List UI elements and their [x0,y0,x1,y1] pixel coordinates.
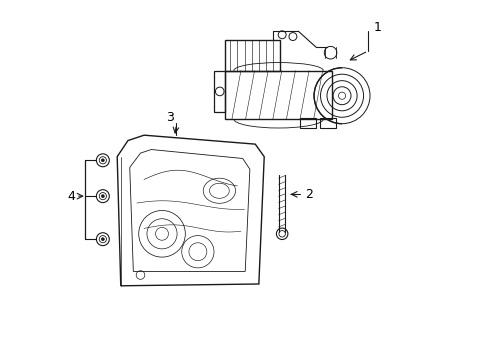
Bar [319,118,335,128]
Bar [214,71,225,112]
Bar [224,71,332,119]
Text: 4: 4 [67,190,75,203]
Circle shape [101,238,104,240]
Text: 1: 1 [373,21,381,34]
Text: 2: 2 [305,188,313,201]
Text: 3: 3 [165,111,173,124]
Bar [300,118,316,128]
Circle shape [101,159,104,162]
Circle shape [101,195,104,198]
Bar [224,40,280,71]
